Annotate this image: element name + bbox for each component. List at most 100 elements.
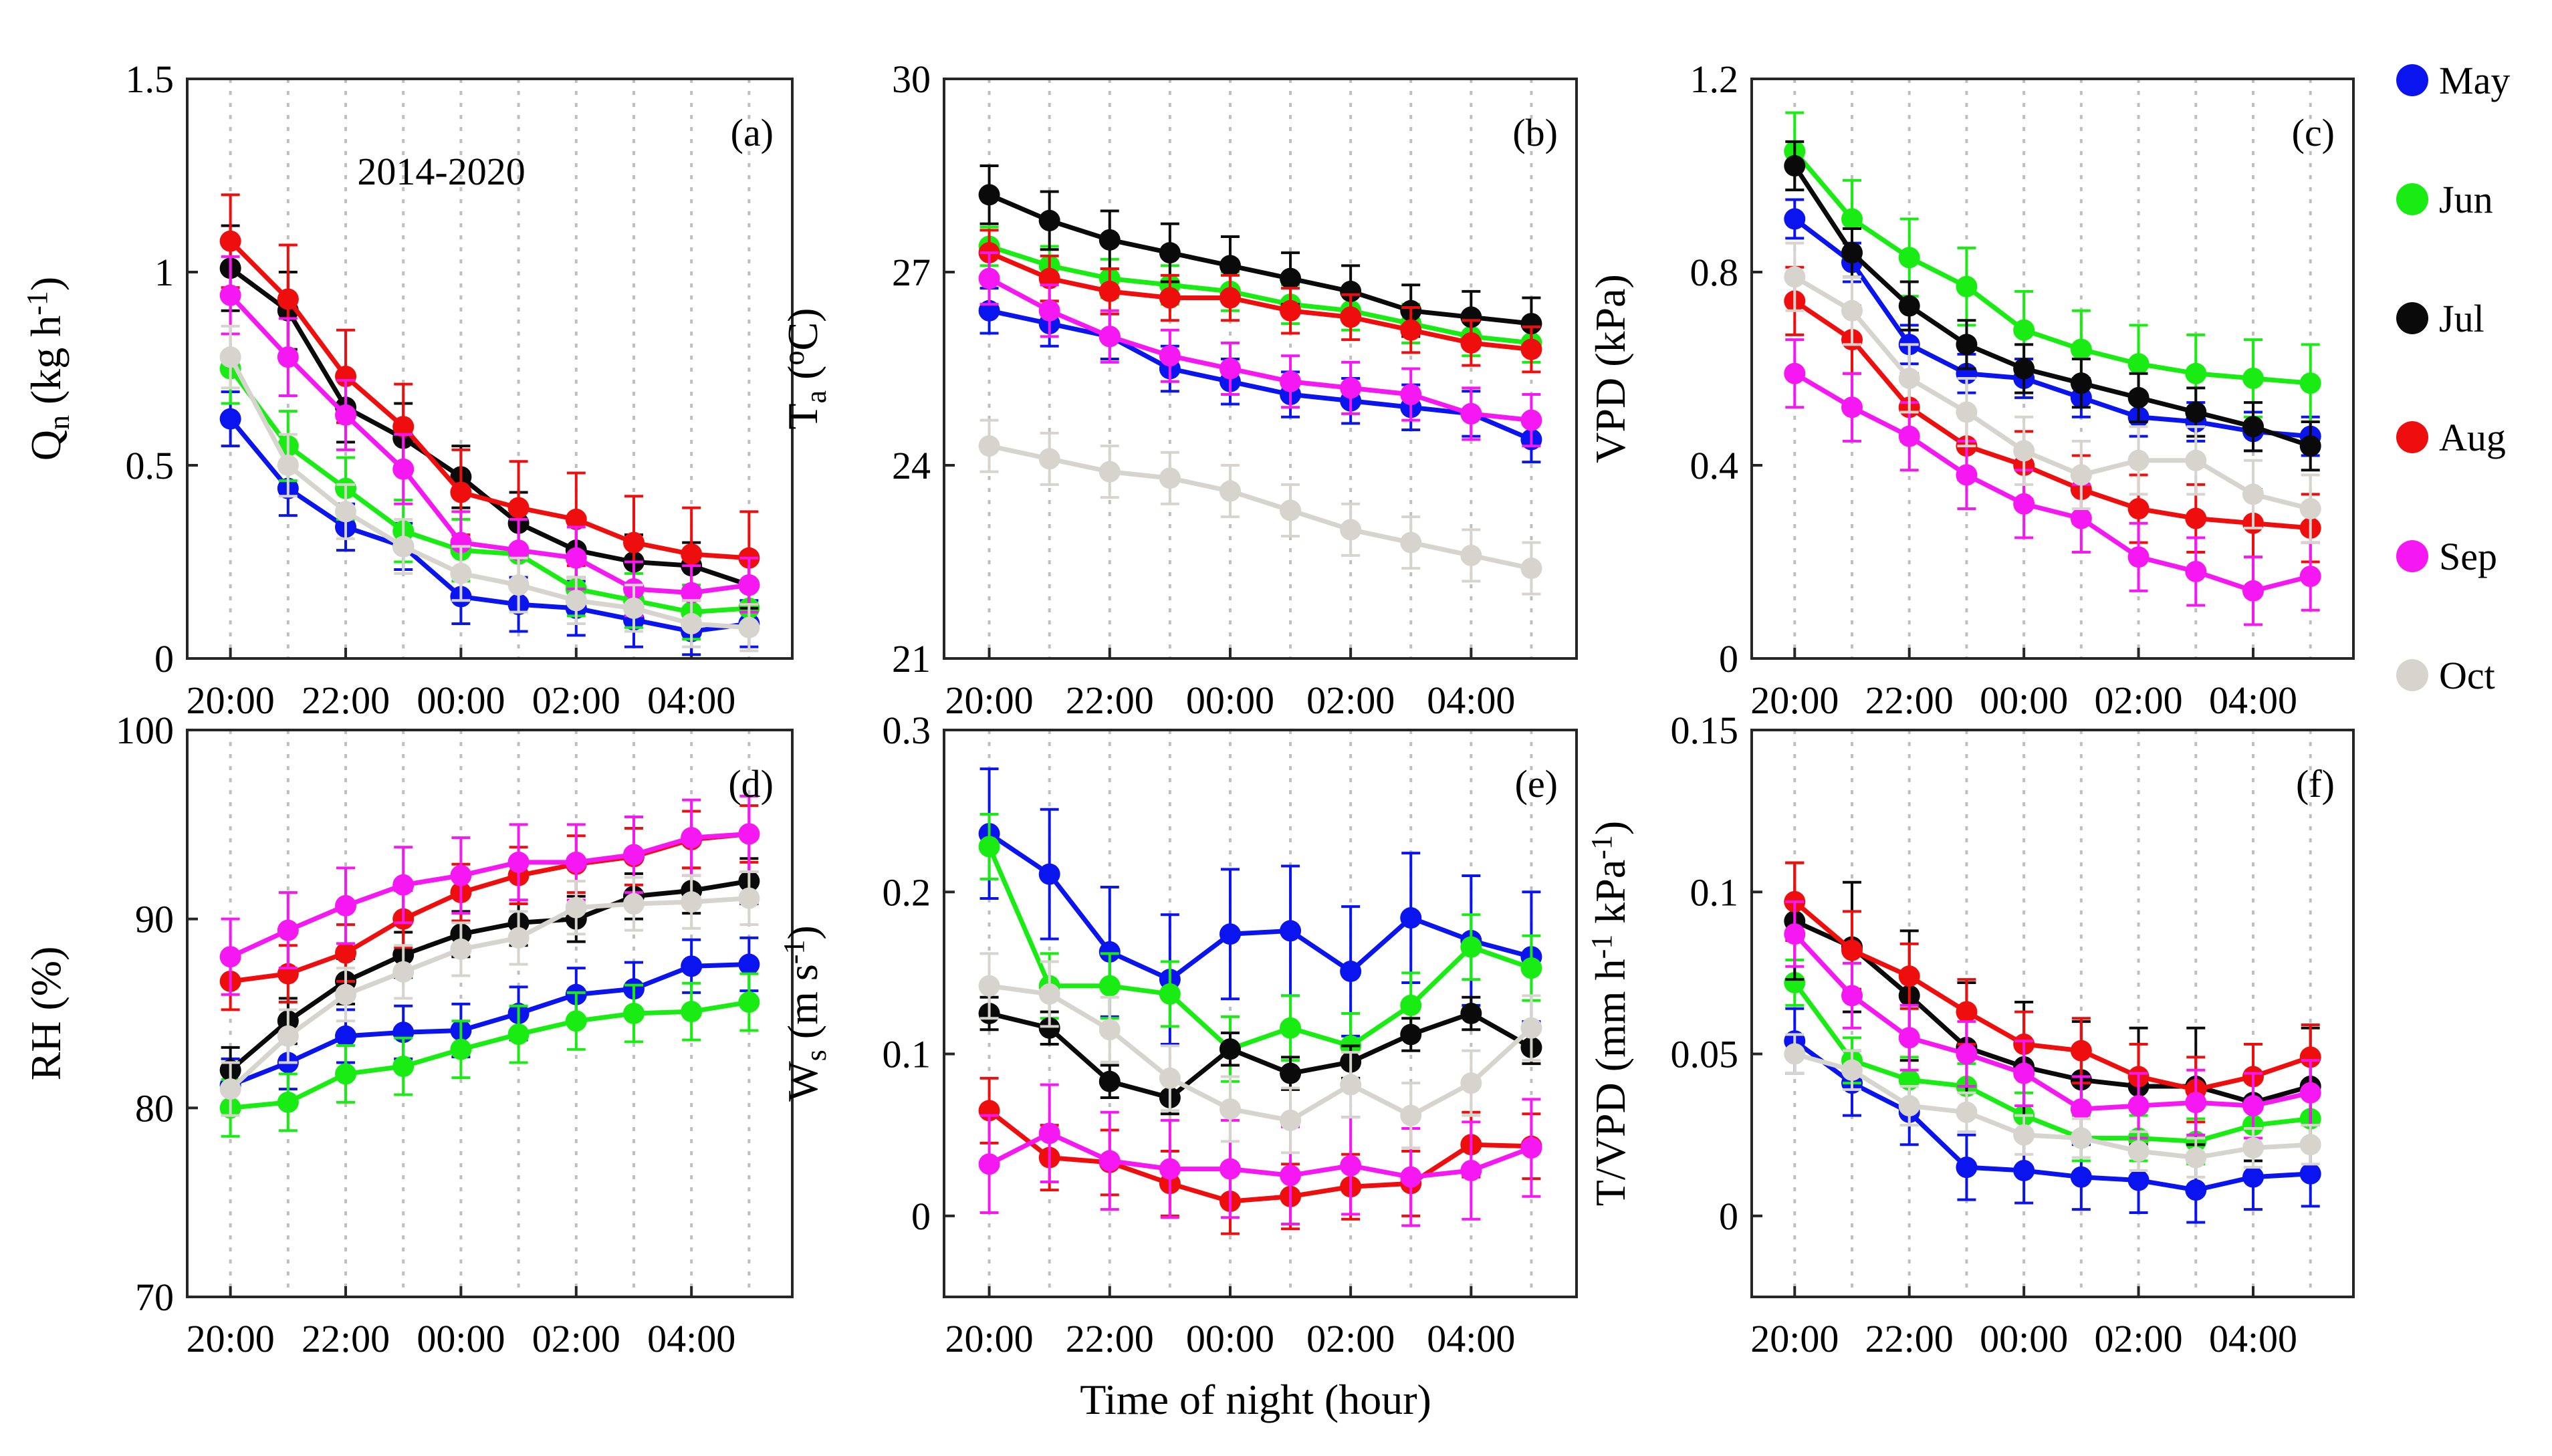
panel-a-xtick-label: 00:00	[417, 679, 505, 722]
panel-f-point-may	[2185, 1179, 2207, 1201]
panel-a-point-may	[219, 408, 241, 430]
panel-e-line-oct	[989, 983, 1533, 1123]
panel-d-series-jun	[219, 972, 760, 1138]
panel-f-point-may	[1956, 1157, 1978, 1179]
panel-d-xtick-label: 04:00	[647, 1317, 735, 1360]
panel-d-line-oct	[229, 896, 749, 1091]
panel-a-point-oct	[622, 597, 645, 619]
panel-c-line-aug	[1793, 299, 2311, 531]
panel-b-xtick-label: 22:00	[1066, 679, 1154, 722]
panel-d-point-sep	[277, 919, 299, 941]
panel-f-line-oct	[1794, 1052, 2311, 1161]
panel-a-point-sep	[335, 404, 357, 426]
panel-f-point-oct	[1898, 1095, 1920, 1117]
panel-c-ylabel: VPD (kPa)	[1587, 274, 1634, 463]
panel-e-point-sep	[1098, 1150, 1121, 1172]
panel-e-point-jul	[1400, 1023, 1422, 1046]
panel-d-point-oct	[507, 927, 530, 949]
panel-f-ytick-label: 0.15	[1671, 709, 1739, 752]
panel-f-point-oct	[1841, 1059, 1863, 1081]
panel-d-series-oct	[219, 870, 760, 1117]
legend-label-aug: Aug	[2439, 416, 2506, 459]
panel-a-point-aug	[622, 531, 645, 554]
panel-c-point-jul	[1784, 155, 1806, 177]
panel-b-point-aug	[1400, 319, 1422, 341]
panel-e-point-jun	[1159, 983, 1181, 1005]
panel-a-line-may	[228, 417, 749, 634]
panel-d-point-oct	[392, 961, 415, 983]
panel-c-point-sep	[1898, 425, 1920, 447]
panel-d-xtick-label: 20:00	[187, 1317, 275, 1360]
panel-a-point-oct	[335, 501, 357, 523]
panel-b-xtick-label: 20:00	[945, 679, 1034, 722]
panel-b-point-sep	[1219, 358, 1241, 380]
panel-f-point-aug	[2070, 1040, 2092, 1062]
panel-d-ylabel: RH (%)	[22, 947, 70, 1081]
panel-b-point-sep	[1460, 402, 1482, 424]
panel-c-ytick-label: 0.8	[1690, 251, 1739, 294]
legend-marker-jun	[2396, 183, 2428, 215]
panel-f-line-jul	[1793, 919, 2311, 1105]
panel-e-point-may	[1280, 920, 1302, 942]
panel-b-point-sep	[978, 267, 1000, 289]
panel-d-point-sep	[565, 851, 587, 873]
panel-c-point-jul	[2070, 372, 2092, 394]
panel-b-point-sep	[1159, 345, 1181, 367]
panel-e-point-oct	[1520, 1017, 1542, 1039]
panel-c-point-aug	[2127, 498, 2150, 520]
panel-c-point-sep	[2299, 566, 2321, 588]
panel-d-point-oct	[219, 1078, 241, 1100]
panel-c-point-jul	[2242, 416, 2264, 438]
panel-c-point-jul	[2013, 358, 2035, 380]
panel-e-point-jun	[1400, 994, 1422, 1016]
panel-f-xtick-label: 22:00	[1865, 1317, 1954, 1360]
panel-b-ytick-label: 30	[892, 57, 931, 101]
panel-f-point-sep	[2242, 1095, 2264, 1117]
panel-b-point-sep	[1280, 370, 1302, 392]
panel-b-line-jun	[988, 244, 1532, 346]
panel-a-ylabel: Qn (kg h-1)	[21, 277, 76, 461]
panel-f-point-sep	[2185, 1092, 2207, 1114]
panel-c-point-sep	[2242, 580, 2264, 602]
panel-d-point-oct	[681, 891, 703, 913]
panel-c-xtick-label: 04:00	[2209, 679, 2297, 722]
panel-d-point-sep	[219, 946, 241, 968]
panel-f-ytick-label: 0.05	[1671, 1033, 1739, 1076]
legend-label-jul: Jul	[2439, 297, 2484, 340]
panel-a-point-sep	[565, 547, 587, 569]
panels-group: 0 0.5 1 1.5 20:00 22:00 00:00 02:00 04:00 (a) 2014…	[21, 57, 2355, 1360]
panel-b-line-aug	[988, 250, 1532, 352]
panel-b-point-oct	[1159, 467, 1181, 489]
panel-e-xtick-label: 00:00	[1186, 1317, 1274, 1360]
panel-b-series-sep	[978, 251, 1542, 448]
panel-e-point-jun	[978, 836, 1000, 858]
panel-b-point-aug	[1460, 332, 1482, 354]
panel-a-point-oct	[392, 535, 415, 558]
panel-e-point-oct	[1400, 1104, 1422, 1126]
panel-c-point-oct	[1956, 401, 1978, 423]
legend-label-jun: Jun	[2439, 178, 2493, 221]
panel-f-point-oct	[2013, 1124, 2035, 1146]
panel-b-point-sep	[1098, 326, 1121, 348]
panel-b-point-sep	[1520, 409, 1542, 431]
panel-e-point-sep	[1219, 1158, 1241, 1180]
panel-a-line-aug	[229, 239, 749, 561]
panel-d-ytick-label: 70	[135, 1276, 174, 1319]
panel-a-point-sep	[450, 531, 472, 554]
panel-b-xtick-label: 04:00	[1427, 679, 1515, 722]
panel-b-point-aug	[1219, 287, 1241, 309]
panel-b-point-oct	[1460, 544, 1482, 566]
panel-d-point-oct	[277, 1025, 299, 1047]
panel-e-point-jun	[1460, 936, 1482, 958]
panel-d-point-jun	[335, 1063, 357, 1085]
panel-e-point-jul	[1098, 1070, 1121, 1092]
panel-f: 0 0.05 0.1 0.15 20:00 22:00 00:00 02:00 04:00 (f)…	[1585, 709, 2355, 1360]
panel-c-point-oct	[2013, 440, 2035, 462]
panel-b-point-jul	[978, 184, 1000, 206]
panel-c-point-jun	[1841, 208, 1863, 230]
panel-c-point-jun	[2070, 338, 2092, 360]
panel-f-point-oct	[2242, 1137, 2264, 1159]
panel-e-series-oct	[978, 952, 1542, 1155]
panel-d-point-jun	[738, 991, 760, 1013]
panel-e-point-sep	[1400, 1166, 1422, 1188]
